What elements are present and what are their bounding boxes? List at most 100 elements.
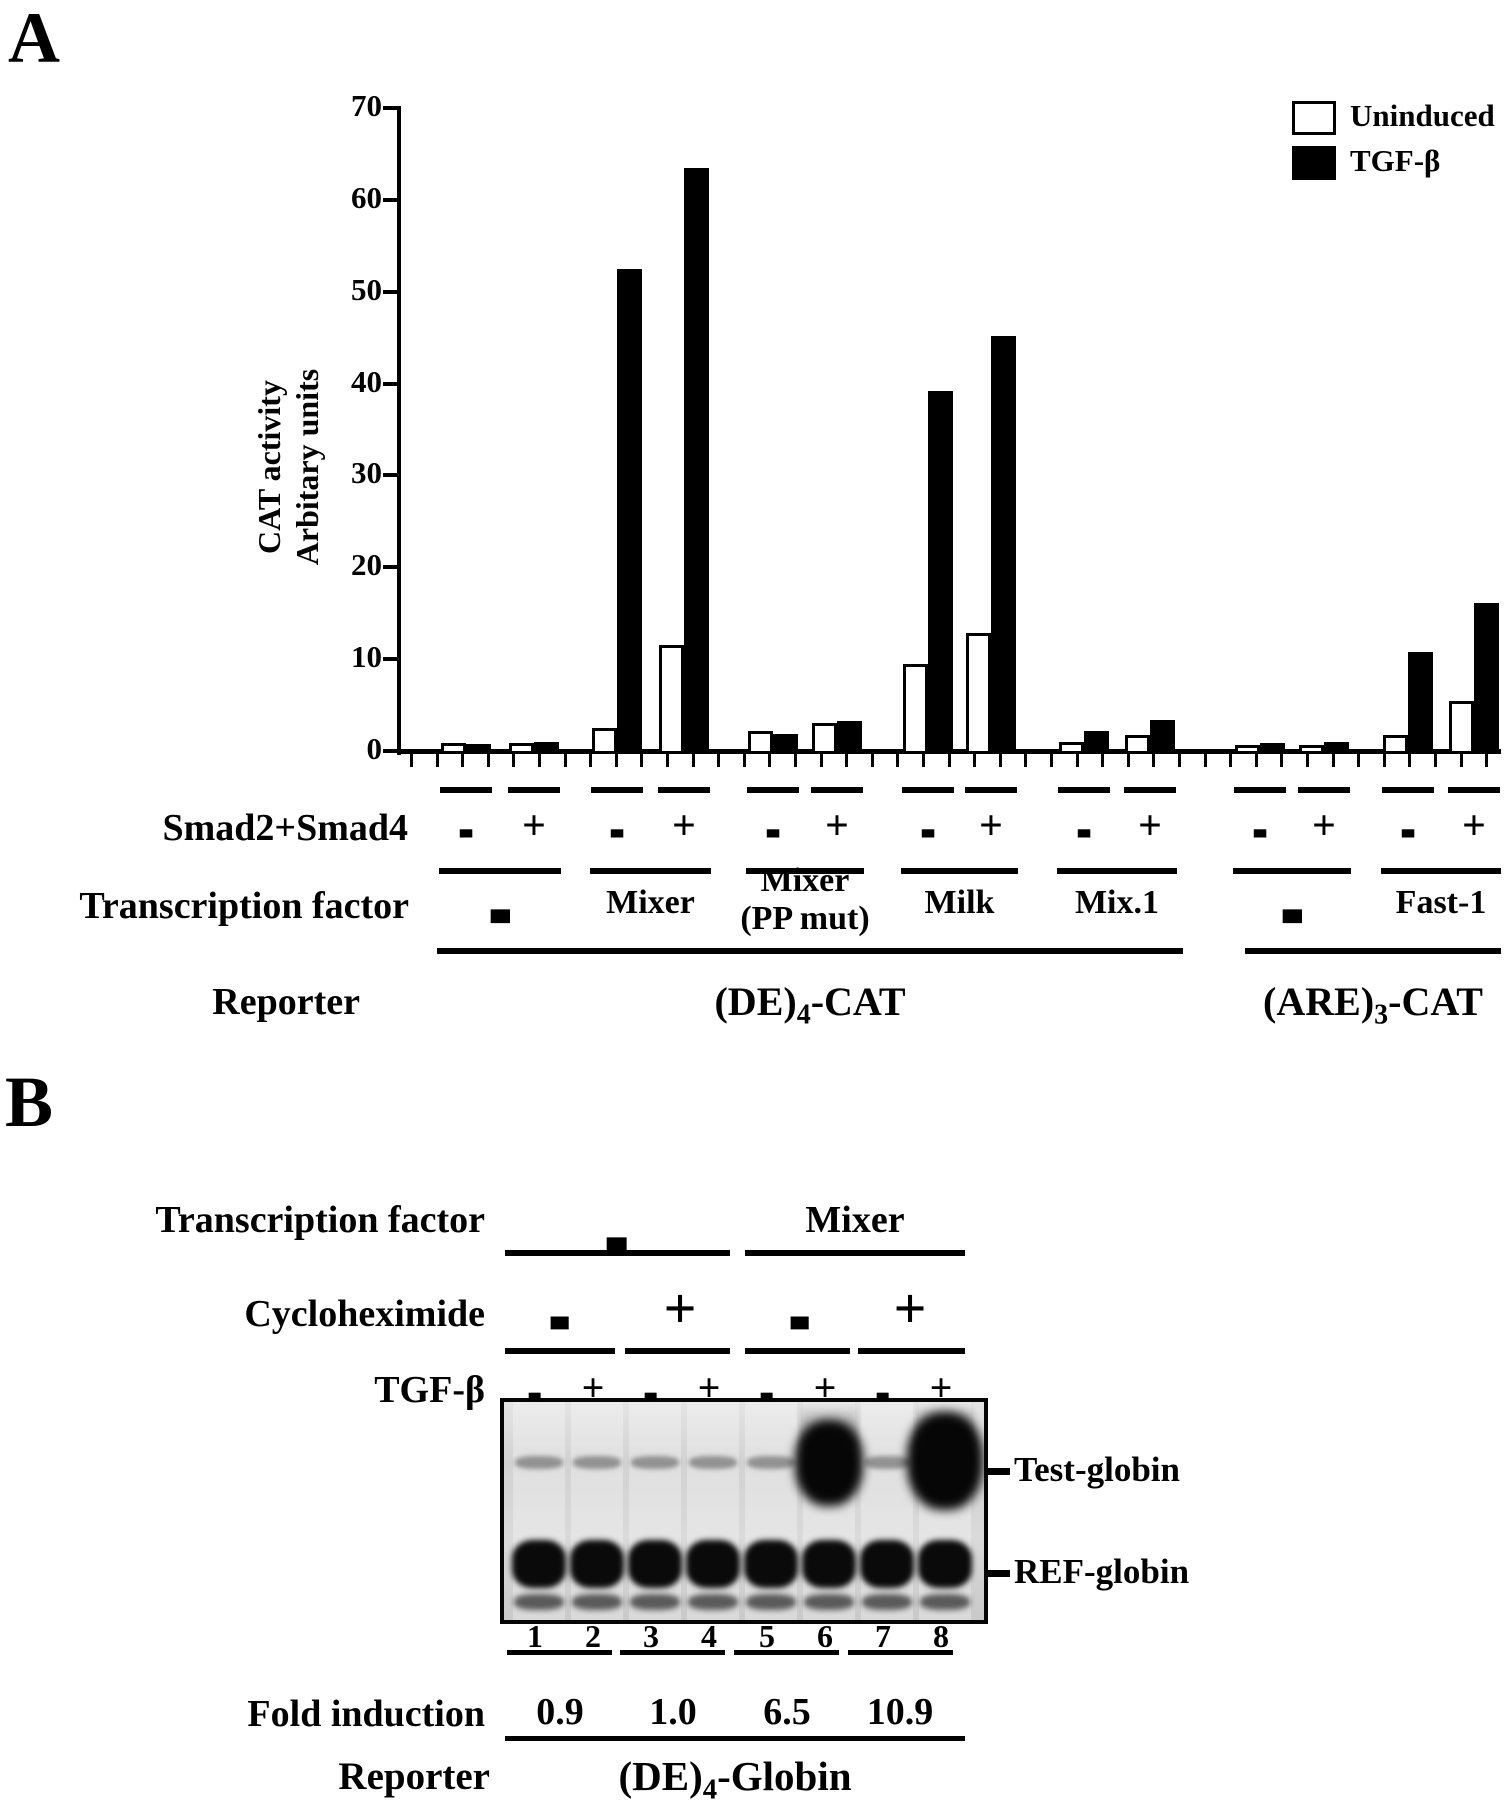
b-reporter-sub: 4 [702,1773,718,1800]
smad-pair-overline [508,787,560,793]
reporter-de4-post: -CAT [810,979,906,1024]
b-tgfb-sign-glyph: - [759,1335,775,1440]
x-minor-tick [1050,754,1053,767]
y-tick-label-70: 70 [351,88,382,123]
bar-tgfb [928,390,953,754]
smad-pair-overline [1234,787,1286,793]
b-reporter-post: -Globin [717,1753,852,1799]
smad-sign-glyph: - [1251,773,1269,879]
x-minor-tick [1152,754,1156,767]
y-tick-mark [383,749,398,753]
lane-number: 1 [527,1618,543,1654]
ref-band [512,1540,566,1588]
legend-tgfb-label: TGF-β [1350,143,1441,178]
smad-sign: - [1059,773,1109,879]
x-minor-tick [1357,754,1361,767]
b-chx-sign-glyph: - [788,1223,812,1393]
y-tick-mark [383,381,398,386]
b-tgfb-sign-glyph: + [813,1365,837,1410]
ref-band-secondary [804,1594,854,1610]
b-chx-line-2 [625,1348,730,1354]
fold-induction-value: 0.9 [536,1691,584,1733]
tf-label: Fast-1 [1395,884,1487,921]
y-tick-label-10: 10 [351,639,382,675]
x-minor-tick [1485,754,1489,767]
x-minor-tick [1306,754,1309,767]
smad-sign-glyph: + [1462,803,1486,849]
b-reporter-value: (DE)4-Globin [560,1752,910,1800]
b-tf-value: Mixer [805,1199,905,1241]
smad-sign: + [1125,802,1175,852]
fold-induction-label: Fold induction [247,1693,485,1735]
smad-pair-overline [591,787,643,793]
tf-label: Mixer [606,884,695,921]
row-label-reporter: Reporter [212,981,360,1023]
b-tgfb-sign: + [687,1364,731,1410]
lane-number: 3 [643,1618,659,1654]
bar-uninduced [903,663,928,754]
test-band-faint [515,1456,563,1469]
smad-sign-glyph: - [919,773,937,879]
x-minor-tick [666,754,669,767]
b-tgfb-sign: - [513,1336,557,1440]
x-minor-tick [1024,754,1028,767]
x-minor-tick [717,754,721,767]
tf-label: Mix.1 [1074,884,1160,921]
b-tgfb-sign: - [861,1336,905,1440]
ref-globin-dash [986,1570,1010,1577]
test-band-faint [863,1456,911,1469]
b-reporter-pre: (DE) [618,1753,703,1799]
tf-label: Mixer [760,862,850,899]
y-tick-label-20: 20 [351,547,382,583]
x-minor-tick [486,754,490,767]
ref-band [628,1540,682,1588]
bar-uninduced [441,742,466,754]
bar-uninduced [966,633,991,754]
bar-uninduced [1235,745,1260,754]
ref-band-secondary [688,1594,738,1610]
y-tick-label-30: 30 [351,455,382,491]
smad-pair-overline [811,787,863,793]
b-tf-value-dash: - [557,1135,677,1320]
b-tgfb-sign: + [803,1364,847,1410]
ref-band-secondary [862,1594,912,1610]
smad-sign: + [509,802,559,852]
fold-induction-underline [505,1736,965,1741]
group-underline [746,868,864,874]
bar-tgfb [466,743,491,754]
test-band-strong [795,1420,863,1506]
test-band-faint [689,1456,737,1469]
x-minor-tick [1229,754,1233,767]
smad-sign: - [441,773,491,879]
bar-tgfb [1408,651,1433,754]
b-chx-sign: - [755,1227,845,1388]
bar-uninduced [748,730,773,754]
b-tgfb-sign: - [629,1336,673,1440]
smad-sign-glyph: - [1075,773,1093,879]
x-minor-tick [819,754,823,767]
y-tick-mark [383,106,398,110]
row-label-transcription-factor: Transcription factor [79,885,409,927]
bar-uninduced [1059,741,1084,754]
smad-sign-glyph: + [1138,803,1162,849]
lane-number: 7 [875,1618,891,1654]
ref-band-secondary [746,1594,796,1610]
b-tgfb-sign-glyph: + [929,1365,953,1410]
smad-pair-overline [1298,787,1350,793]
smad-pair-overline [1382,787,1434,793]
b-tf-line-1 [505,1250,730,1256]
x-minor-tick [845,754,849,767]
legend-uninduced-swatch [1292,101,1336,135]
ref-band [860,1540,914,1588]
x-minor-tick [589,754,593,767]
lane-group-line-3 [734,1650,839,1655]
group-underline [1233,868,1351,874]
b-chx-sign-glyph: + [663,1276,697,1341]
reporter-are3-pre: (ARE) [1263,979,1375,1024]
panel-a-letter: A [8,0,60,78]
reporter-are3-post: -CAT [1388,979,1483,1024]
b-tgfb-sign: - [745,1336,789,1440]
fold-induction-value: 10.9 [866,1691,934,1733]
smad-sign: + [1299,802,1349,852]
